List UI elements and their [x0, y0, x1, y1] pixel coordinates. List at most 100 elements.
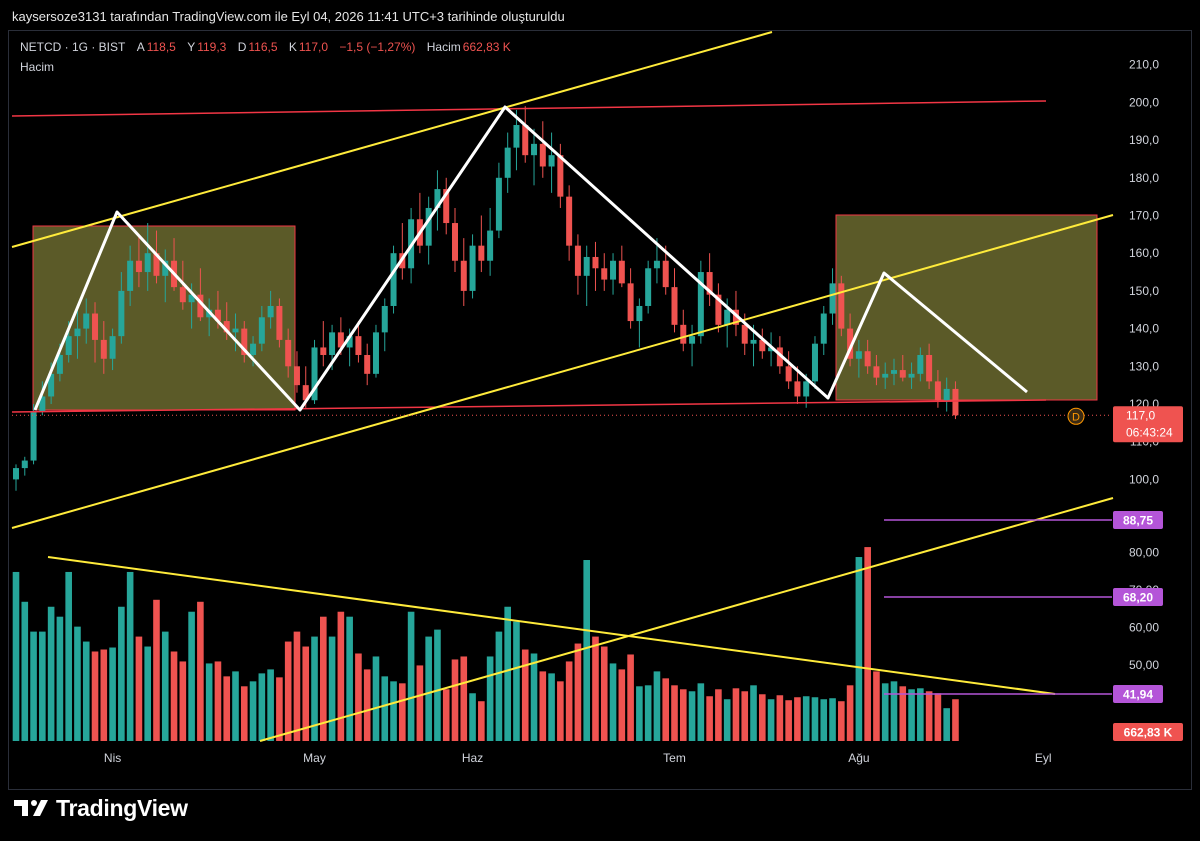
volume-bar	[126, 571, 134, 741]
volume-pane-label[interactable]: Hacim	[20, 60, 55, 74]
volume-bar	[504, 606, 511, 741]
price-tick-label: 210,0	[1129, 58, 1159, 72]
volume-bar	[469, 693, 476, 741]
volume-bar	[855, 557, 863, 741]
price-tick-label: 190,0	[1129, 133, 1159, 147]
tradingview-brand[interactable]: TradingView	[14, 794, 188, 822]
price-tick-label: 180,0	[1129, 171, 1159, 185]
current-price-badge	[1113, 406, 1183, 443]
candle-body	[706, 272, 713, 295]
volume-bar	[925, 691, 933, 741]
candle-body	[557, 155, 564, 197]
volume-bar	[442, 689, 450, 741]
volume-bar	[188, 611, 195, 741]
candle-body	[162, 260, 169, 276]
candle-body	[302, 385, 309, 401]
volume-bar	[451, 659, 459, 741]
candle-body	[750, 339, 757, 344]
volume-bar	[802, 696, 810, 741]
price-tick-label: 80,00	[1129, 546, 1159, 560]
volume-bar	[170, 651, 178, 741]
current-price-label: 117,0	[1126, 408, 1155, 422]
resistance-line	[11, 100, 1047, 117]
price-tick-label: 200,0	[1129, 95, 1159, 109]
volume-downtrend-line	[47, 556, 1056, 695]
volume-bar	[741, 691, 749, 741]
candle-body	[592, 256, 599, 269]
time-tick-label: May	[303, 751, 326, 765]
zigzag-pattern-line	[33, 105, 1028, 412]
price-tick-label: 140,0	[1129, 322, 1159, 336]
volume-bar	[372, 656, 380, 741]
price-axis[interactable]: 210,0 200,0 190,0 180,0 170,0 160,0 150,0 140,0…	[1129, 58, 1159, 672]
candle-body	[610, 260, 617, 280]
candle-body	[434, 189, 441, 208]
volume-bar	[732, 688, 740, 741]
candle-body	[258, 317, 265, 344]
candle-body	[943, 388, 950, 401]
time-tick-label: Tem	[663, 751, 686, 765]
volume-value: 662,83 K	[462, 40, 511, 54]
volume-bar	[434, 629, 441, 741]
candle-body	[732, 309, 739, 325]
candle-body	[214, 309, 221, 322]
volume-bar	[548, 673, 555, 741]
time-axis[interactable]: Nis May Haz Tem Ağu Eyl	[104, 751, 1052, 765]
close-value: 117,0	[298, 40, 328, 54]
volume-bar	[311, 636, 318, 741]
volume-bar	[662, 678, 670, 741]
candle-body	[179, 287, 186, 303]
candle-body	[794, 381, 801, 397]
candle-body	[346, 336, 353, 348]
volume-bar	[864, 547, 871, 741]
volume-bar	[91, 651, 99, 741]
time-tick-label: Haz	[462, 751, 483, 765]
candle-body	[715, 294, 722, 325]
volume-bar	[565, 661, 573, 741]
candle-body	[855, 351, 862, 359]
volume-bar	[197, 601, 204, 741]
volume-channel-line	[259, 497, 1114, 742]
candle-body	[469, 245, 476, 291]
rectangle-drawing-left	[32, 225, 296, 411]
volume-bar	[890, 681, 898, 741]
price-tick-label: 100,0	[1129, 472, 1159, 486]
volume-bar	[109, 647, 116, 741]
candle-body	[768, 347, 775, 352]
dividend-marker-icon[interactable]	[1067, 407, 1085, 425]
volume-bar	[12, 571, 20, 741]
volume-bar	[47, 606, 55, 741]
candle-body	[293, 366, 300, 386]
price-tick-label: 160,0	[1129, 246, 1159, 260]
trend-lines	[11, 31, 1114, 742]
volume-bar	[74, 626, 81, 741]
candle-body	[574, 245, 581, 276]
symbol-label[interactable]: NETCD · 1G · BIST	[20, 40, 126, 54]
volume-bar	[627, 654, 634, 741]
volume-bars	[12, 547, 959, 741]
volume-bar	[478, 701, 485, 741]
volume-level-label: 88,75	[1123, 514, 1153, 528]
volume-level-label: 68,20	[1123, 591, 1153, 605]
countdown-label: 06:43:24	[1126, 425, 1173, 439]
candle-body	[653, 260, 660, 269]
candle-body	[513, 125, 520, 148]
candle-body	[48, 373, 55, 397]
candle-body	[522, 125, 529, 156]
volume-bar	[776, 695, 784, 741]
time-tick-label: Eyl	[1035, 751, 1052, 765]
candle-body	[56, 354, 63, 374]
volume-bar	[65, 571, 72, 741]
volume-level-badge	[1113, 511, 1163, 529]
price-tick-label: 170,0	[1129, 209, 1159, 223]
candle-body	[30, 411, 37, 461]
volume-bar	[934, 693, 942, 741]
candle-body	[452, 223, 458, 261]
volume-bar	[39, 631, 46, 741]
volume-bar	[530, 653, 538, 741]
candle-body	[329, 332, 336, 355]
volume-bar	[600, 646, 608, 741]
candle-body	[539, 143, 546, 167]
chart-created-caption: kaysersoze3131 tarafından TradingView.co…	[12, 9, 565, 24]
